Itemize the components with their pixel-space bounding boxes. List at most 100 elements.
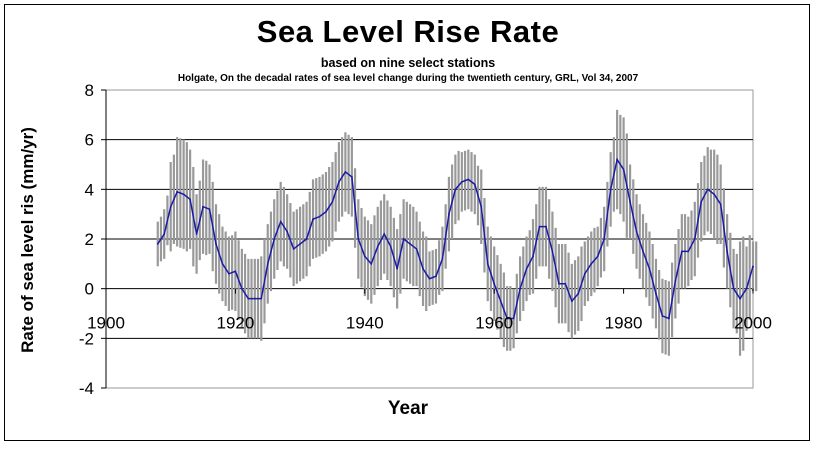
- data-point: [305, 238, 308, 240]
- data-point: [202, 205, 204, 208]
- data-point: [538, 225, 541, 228]
- x-tick-label: 1940: [346, 314, 384, 333]
- data-point: [635, 230, 638, 233]
- data-point: [512, 317, 515, 320]
- data-point: [687, 250, 690, 253]
- data-point: [441, 258, 444, 260]
- data-point: [454, 188, 457, 191]
- data-point: [260, 297, 263, 300]
- y-tick-label: -2: [79, 329, 94, 348]
- y-tick-label: -4: [79, 379, 94, 398]
- y-tick-label: 6: [85, 131, 94, 150]
- data-point: [609, 188, 612, 191]
- data-point: [344, 171, 347, 173]
- y-tick-label: 8: [85, 81, 94, 100]
- data-point: [389, 245, 392, 248]
- data-point: [415, 248, 418, 250]
- x-tick-label: 1920: [216, 314, 254, 333]
- data-point: [732, 287, 735, 290]
- data-point: [208, 208, 211, 210]
- data-point: [713, 193, 715, 196]
- data-point: [726, 250, 728, 253]
- x-tick-label: 1980: [605, 314, 643, 333]
- data-point: [325, 210, 327, 213]
- data-point: [448, 213, 450, 215]
- data-point: [338, 181, 340, 183]
- data-point: [189, 198, 191, 201]
- chart-title: Sea Level Rise Rate: [256, 14, 560, 49]
- data-point: [752, 265, 754, 268]
- data-point: [266, 263, 269, 265]
- data-point: [525, 268, 528, 270]
- data-point: [409, 243, 411, 245]
- data-point: [195, 233, 198, 235]
- data-point: [254, 297, 256, 300]
- data-point: [480, 205, 483, 208]
- data-point: [545, 225, 547, 228]
- data-point: [603, 238, 605, 240]
- data-point: [234, 270, 237, 273]
- data-point: [351, 176, 353, 178]
- x-axis-label: Year: [387, 398, 429, 419]
- data-point: [596, 255, 599, 258]
- data-point: [467, 178, 470, 181]
- data-point: [616, 158, 618, 161]
- data-point: [228, 272, 230, 275]
- y-tick-label: 2: [85, 230, 94, 249]
- data-point: [318, 215, 321, 218]
- data-point: [473, 183, 476, 186]
- data-point: [215, 243, 217, 245]
- data-point: [364, 255, 366, 258]
- data-point: [461, 181, 463, 183]
- data-point: [156, 243, 159, 245]
- data-point: [577, 292, 580, 295]
- data-point: [273, 238, 276, 240]
- chart-frame: [4, 4, 810, 441]
- data-point: [739, 297, 741, 300]
- data-point: [551, 250, 554, 253]
- data-point: [182, 193, 185, 196]
- data-point: [629, 200, 631, 203]
- chart-subtitle: based on nine select stations: [320, 56, 496, 70]
- data-point: [376, 245, 379, 248]
- x-tick-label: 1900: [87, 314, 125, 333]
- data-point: [247, 297, 250, 300]
- data-point: [700, 200, 703, 203]
- data-point: [241, 287, 243, 290]
- data-point: [583, 272, 586, 275]
- data-point: [163, 233, 166, 235]
- data-point: [655, 292, 657, 295]
- data-point: [506, 317, 508, 320]
- data-point: [681, 250, 683, 253]
- data-point: [370, 263, 373, 265]
- data-point: [486, 263, 489, 265]
- data-point: [706, 188, 709, 191]
- data-point: [693, 238, 696, 240]
- data-point: [279, 220, 282, 223]
- data-point: [564, 282, 567, 285]
- data-point: [642, 250, 644, 253]
- data-point: [396, 268, 398, 270]
- data-point: [499, 300, 502, 302]
- data-point: [661, 315, 664, 317]
- data-point: [428, 277, 431, 280]
- data-point: [668, 317, 670, 320]
- data-point: [435, 275, 437, 278]
- x-tick-label: 2000: [734, 314, 772, 333]
- data-point: [590, 263, 593, 265]
- data-point: [648, 268, 651, 270]
- data-point: [622, 168, 625, 171]
- data-point: [674, 280, 677, 283]
- y-tick-label: 4: [85, 180, 94, 199]
- data-point: [519, 287, 521, 290]
- data-point: [558, 282, 560, 285]
- data-point: [402, 238, 405, 240]
- data-point: [299, 243, 301, 245]
- data-point: [221, 263, 224, 265]
- chart-source: Holgate, On the decadal rates of sea lev…: [177, 73, 639, 84]
- data-point: [532, 255, 534, 258]
- data-point: [571, 300, 573, 302]
- data-point: [169, 205, 172, 208]
- y-tick-label: 0: [85, 280, 94, 299]
